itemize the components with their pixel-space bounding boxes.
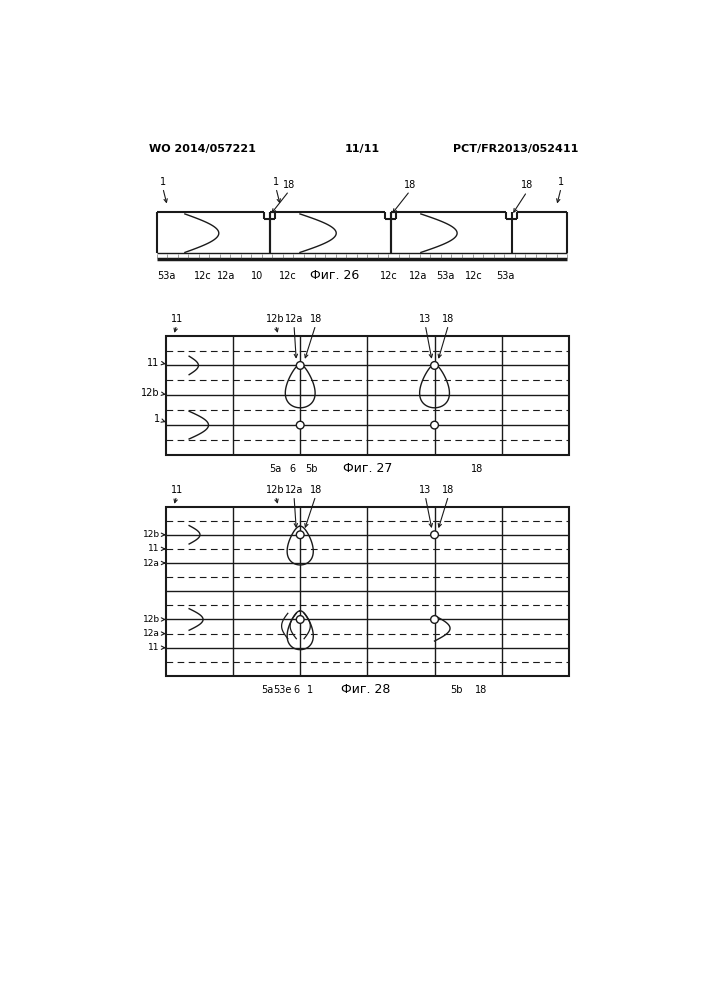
Text: 1: 1 bbox=[153, 414, 160, 424]
Circle shape bbox=[431, 531, 438, 539]
Circle shape bbox=[431, 421, 438, 429]
Text: 10: 10 bbox=[251, 271, 264, 281]
Text: 6: 6 bbox=[289, 464, 296, 474]
Circle shape bbox=[296, 362, 304, 369]
Text: 18: 18 bbox=[283, 180, 296, 190]
Circle shape bbox=[296, 531, 304, 539]
Text: 1: 1 bbox=[160, 177, 166, 187]
Text: Фиг. 28: Фиг. 28 bbox=[341, 683, 390, 696]
Text: 12a: 12a bbox=[285, 485, 303, 495]
Text: 18: 18 bbox=[404, 180, 416, 190]
Text: 1: 1 bbox=[273, 177, 279, 187]
Bar bbox=[166, 336, 569, 455]
Text: 12b: 12b bbox=[141, 388, 160, 398]
Text: 53a: 53a bbox=[496, 271, 515, 281]
Circle shape bbox=[431, 616, 438, 623]
Text: 5b: 5b bbox=[305, 464, 318, 474]
Text: 12a: 12a bbox=[285, 314, 303, 324]
Text: 12b: 12b bbox=[266, 314, 285, 324]
Bar bbox=[166, 507, 569, 676]
Text: 18: 18 bbox=[471, 464, 484, 474]
Circle shape bbox=[296, 616, 304, 623]
Text: 5a: 5a bbox=[262, 685, 274, 695]
Text: 18: 18 bbox=[310, 485, 322, 495]
Text: Фиг. 27: Фиг. 27 bbox=[343, 462, 392, 475]
Text: PCT/FR2013/052411: PCT/FR2013/052411 bbox=[452, 144, 578, 154]
Text: 13: 13 bbox=[419, 314, 431, 324]
Circle shape bbox=[431, 362, 438, 369]
Text: 12c: 12c bbox=[194, 271, 212, 281]
Text: 18: 18 bbox=[310, 314, 322, 324]
Text: 11: 11 bbox=[148, 643, 160, 652]
Text: 12a: 12a bbox=[143, 559, 160, 568]
Text: 18: 18 bbox=[443, 485, 455, 495]
Text: 11: 11 bbox=[148, 358, 160, 368]
Text: WO 2014/057221: WO 2014/057221 bbox=[149, 144, 256, 154]
Circle shape bbox=[296, 421, 304, 429]
Text: 18: 18 bbox=[475, 685, 487, 695]
Text: 1: 1 bbox=[558, 177, 564, 187]
Text: 12b: 12b bbox=[143, 615, 160, 624]
Text: 12b: 12b bbox=[266, 485, 285, 495]
Text: 6: 6 bbox=[293, 685, 299, 695]
Text: 12c: 12c bbox=[465, 271, 483, 281]
Text: 18: 18 bbox=[443, 314, 455, 324]
Text: 12a: 12a bbox=[143, 629, 160, 638]
Text: 5b: 5b bbox=[450, 685, 462, 695]
Text: 12a: 12a bbox=[409, 271, 427, 281]
Text: 13: 13 bbox=[419, 485, 431, 495]
Text: Фиг. 26: Фиг. 26 bbox=[310, 269, 359, 282]
Text: 53a: 53a bbox=[157, 271, 175, 281]
Text: 1: 1 bbox=[308, 685, 313, 695]
Text: 11: 11 bbox=[170, 314, 183, 324]
Text: 53a: 53a bbox=[436, 271, 454, 281]
Text: 11: 11 bbox=[148, 544, 160, 553]
Text: 11/11: 11/11 bbox=[345, 144, 380, 154]
Text: 53e: 53e bbox=[273, 685, 291, 695]
Text: 12c: 12c bbox=[279, 271, 297, 281]
Text: 12a: 12a bbox=[217, 271, 235, 281]
Text: 5a: 5a bbox=[269, 464, 281, 474]
Text: 11: 11 bbox=[170, 485, 183, 495]
Text: 12b: 12b bbox=[143, 530, 160, 539]
Text: 18: 18 bbox=[521, 180, 533, 190]
Text: 12c: 12c bbox=[380, 271, 398, 281]
